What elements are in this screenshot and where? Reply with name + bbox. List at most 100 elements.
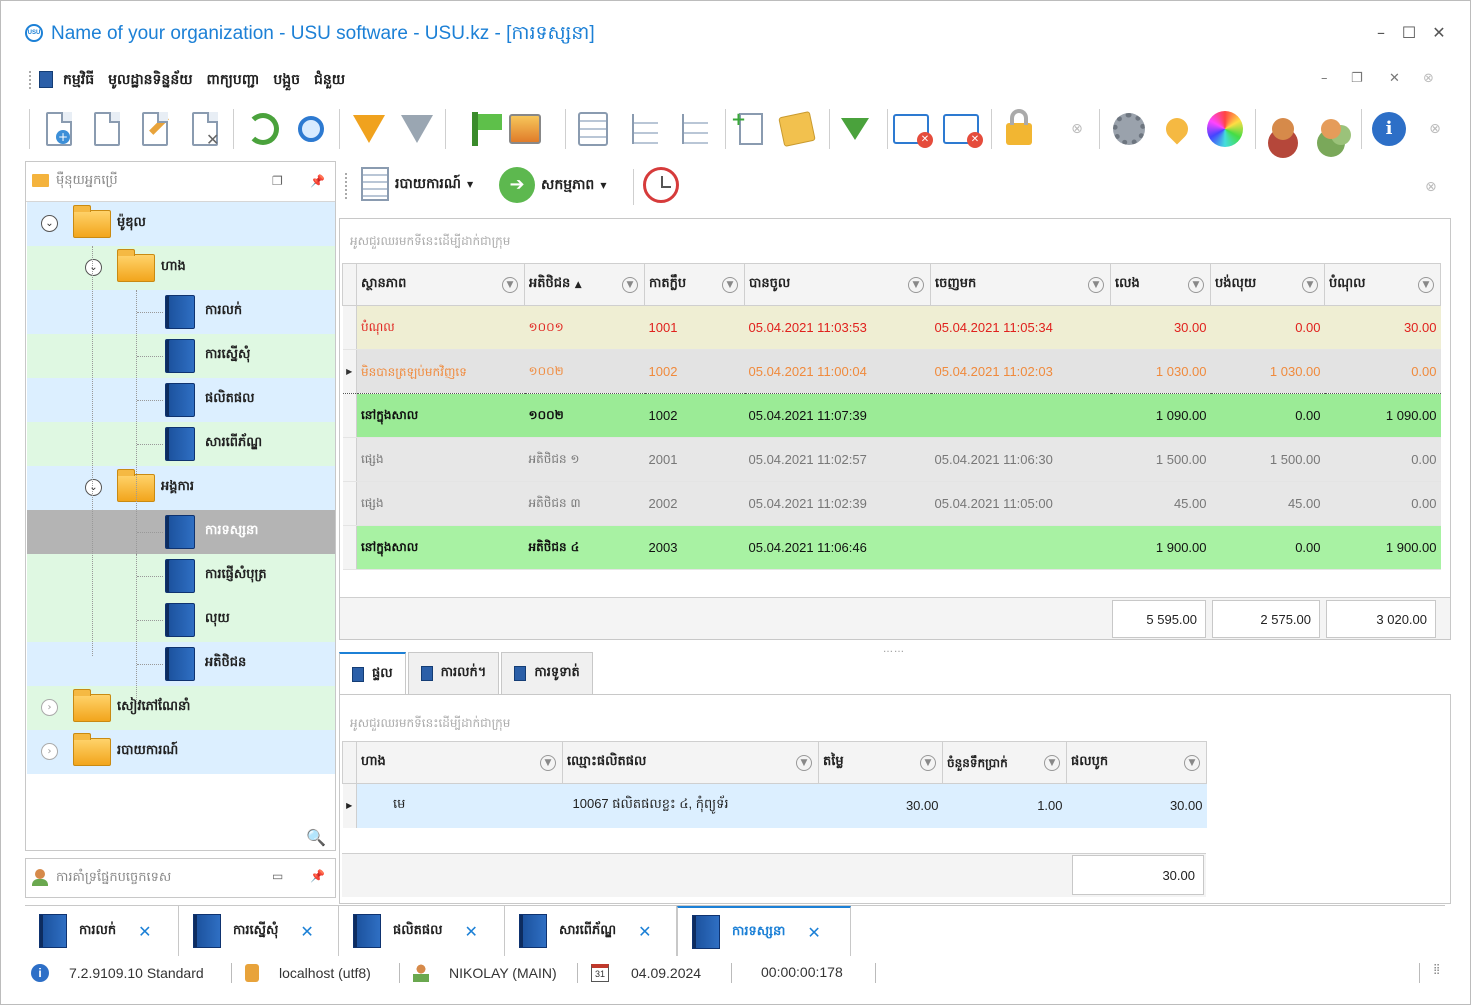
menu-commands[interactable]: ពាក្យបញ្ជា	[206, 72, 260, 88]
cell-paid[interactable]: 45.00	[1210, 481, 1325, 526]
cell-price[interactable]: 30.00	[818, 783, 943, 828]
column-header-out[interactable]: ចេញមក ▼	[930, 263, 1111, 306]
menu-help[interactable]: ជំនួយ	[314, 72, 346, 88]
visit-row[interactable]: នៅក្នុងសាល ១០០២ 1002 05.04.2021 11:07:39 1 0…	[342, 393, 1441, 438]
cell-paid[interactable]: 1 500.00	[1210, 437, 1325, 482]
content-toolbar-collapse-icon[interactable]: ⊗	[1425, 179, 1437, 195]
cell-debt[interactable]: 30.00	[1324, 305, 1441, 350]
cell-status[interactable]: ផ្សេង	[356, 437, 525, 482]
user-settings-icon[interactable]	[1263, 107, 1303, 151]
filter-icon[interactable]: ▼	[622, 277, 638, 293]
column-header-played[interactable]: លេង ▼	[1110, 263, 1211, 306]
cell-status[interactable]: នៅក្នុងសាល	[356, 393, 525, 438]
tree-expand-icon[interactable]	[625, 107, 665, 151]
tree-item[interactable]: ការផ្ញើសំបុត្រ	[27, 554, 335, 598]
column-header-price[interactable]: តម្លៃ ▼	[818, 741, 943, 784]
panel-float-icon[interactable]: ❐	[272, 174, 283, 188]
filter-icon[interactable]: ▼	[1184, 755, 1200, 771]
column-header-card[interactable]: កាតក្លឹប ▼	[644, 263, 745, 306]
tree-item[interactable]: ⌄ អង្គការ	[27, 466, 335, 510]
edit-document-icon[interactable]	[135, 107, 175, 151]
reports-dropdown[interactable]: របាយការណ៍ ▼	[361, 167, 473, 201]
cell-in[interactable]: 05.04.2021 11:00:04	[744, 349, 931, 394]
cell-status[interactable]: ផ្សេង	[356, 481, 525, 526]
document-tab[interactable]: ផលិតផល ✕	[339, 906, 505, 956]
cell-sum[interactable]: 30.00	[1066, 783, 1207, 828]
collapse-icon[interactable]: ⌄	[41, 215, 58, 232]
maximize-button[interactable]: ☐	[1401, 23, 1417, 42]
visit-row[interactable]: ផ្សេង អតិថិជន ១ 2001 05.04.2021 11:02:57 05.…	[342, 437, 1441, 482]
cell-played[interactable]: 1 090.00	[1110, 393, 1211, 438]
tree-collapse-icon[interactable]	[675, 107, 715, 151]
cell-played[interactable]: 1 030.00	[1110, 349, 1211, 394]
cell-product[interactable]: 10067 ផលិតផលខ្លះ ៤, កុំព្យូទ័រ	[562, 783, 819, 828]
cell-client[interactable]: អតិថិជន ៤	[524, 525, 645, 570]
cell-client[interactable]: អតិថិជន ១	[524, 437, 645, 482]
location-icon[interactable]	[1157, 107, 1197, 151]
cell-in[interactable]: 05.04.2021 11:02:57	[744, 437, 931, 482]
tree-item[interactable]: ការទស្សនា	[27, 510, 335, 554]
tab-close-icon[interactable]: ✕	[464, 921, 478, 941]
panel-pin-icon[interactable]: 📌	[310, 869, 325, 883]
cell-paid[interactable]: 0.00	[1210, 525, 1325, 570]
filter-icon[interactable]: ▼	[1418, 277, 1434, 293]
cell-card[interactable]: 1002	[644, 393, 745, 438]
filter-icon[interactable]: ▼	[908, 277, 924, 293]
lock-icon[interactable]	[999, 107, 1039, 151]
cell-store[interactable]: មេ	[356, 783, 563, 828]
search-icon[interactable]	[291, 107, 331, 151]
grid-columns-icon[interactable]	[573, 107, 613, 151]
cell-out[interactable]: 05.04.2021 11:02:03	[930, 349, 1111, 394]
tab-close-icon[interactable]: ✕	[638, 921, 652, 941]
cell-played[interactable]: 1 900.00	[1110, 525, 1211, 570]
tree-item[interactable]: › របាយការណ៍	[27, 730, 335, 774]
cell-in[interactable]: 05.04.2021 11:07:39	[744, 393, 931, 438]
tree-item[interactable]: លុយ	[27, 598, 335, 642]
tab-close-icon[interactable]: ✕	[138, 921, 152, 941]
filter-icon[interactable]: ▼	[1044, 755, 1060, 771]
column-header-quantity[interactable]: ចំនួនទឹកប្រាក់ ▼	[942, 741, 1067, 784]
column-header-sum[interactable]: ផលបូក ▼	[1066, 741, 1207, 784]
tree-item[interactable]: › សៀវភៅណែនាំ	[27, 686, 335, 730]
download-icon[interactable]	[835, 107, 875, 151]
cell-client[interactable]: ១០០២	[524, 393, 645, 438]
filter-icon[interactable]: ▼	[1188, 277, 1204, 293]
cell-card[interactable]: 2002	[644, 481, 745, 526]
menu-windows[interactable]: បង្អួច	[273, 72, 300, 88]
tree-search-icon[interactable]: 🔍	[306, 828, 326, 847]
cell-out[interactable]: 05.04.2021 11:06:30	[930, 437, 1111, 482]
column-header-client[interactable]: អតិថិជន ▲ ▼	[524, 263, 645, 306]
visit-row[interactable]: ▶ មិនបានត្រឡប់មកវិញទេ ១០០២ 1002 05.04.2021 1…	[342, 349, 1441, 394]
document-tab[interactable]: ការស្នើសុំ ✕	[179, 906, 339, 956]
close-window-icon[interactable]: ✕	[891, 107, 933, 151]
settings-icon[interactable]	[1109, 107, 1149, 151]
collapse-icon[interactable]: ⌄	[85, 259, 102, 276]
actions-dropdown[interactable]: ➔ សកម្មភាព ▼	[499, 167, 606, 203]
visit-row[interactable]: បំណុល ១០០១ 1001 05.04.2021 11:03:53 05.04.20…	[342, 305, 1441, 350]
cell-client[interactable]: ១០០១	[524, 305, 645, 350]
mdi-close-button[interactable]: ✕	[1389, 71, 1400, 86]
visit-row[interactable]: ផ្សេង អតិថិជន ៣ 2002 05.04.2021 11:02:39 05.…	[342, 481, 1441, 526]
resize-grip-icon[interactable]: ⣿	[1433, 964, 1441, 975]
cell-out[interactable]: 05.04.2021 11:05:00	[930, 481, 1111, 526]
tab-close-icon[interactable]: ✕	[807, 922, 821, 942]
cell-client[interactable]: អតិថិជន ៣	[524, 481, 645, 526]
delete-document-icon[interactable]: ✕	[185, 107, 225, 151]
cell-debt[interactable]: 0.00	[1324, 437, 1441, 482]
document-tab[interactable]: ការទស្សនា ✕	[677, 906, 851, 956]
cell-quantity[interactable]: 1.00	[942, 783, 1067, 828]
add-column-icon[interactable]: +	[731, 107, 771, 151]
column-header-paid[interactable]: បង់លុយ ▼	[1210, 263, 1325, 306]
visit-row[interactable]: នៅក្នុងសាល អតិថិជន ៤ 2003 05.04.2021 11:06:…	[342, 525, 1441, 570]
filter-icon[interactable]: ▼	[920, 755, 936, 771]
cell-card[interactable]: 1002	[644, 349, 745, 394]
tab-close-icon[interactable]: ✕	[300, 921, 314, 941]
cell-played[interactable]: 45.00	[1110, 481, 1211, 526]
document-tab[interactable]: សារពើភ័ណ្ឌ ✕	[505, 906, 677, 956]
column-header-debt[interactable]: បំណុល ▼	[1324, 263, 1441, 306]
cell-in[interactable]: 05.04.2021 11:02:39	[744, 481, 931, 526]
tab-sales[interactable]: ការលក់។	[407, 652, 500, 694]
cell-out[interactable]	[930, 525, 1111, 570]
collapse-icon[interactable]: ⌄	[85, 479, 102, 496]
users-icon[interactable]	[1311, 107, 1351, 151]
